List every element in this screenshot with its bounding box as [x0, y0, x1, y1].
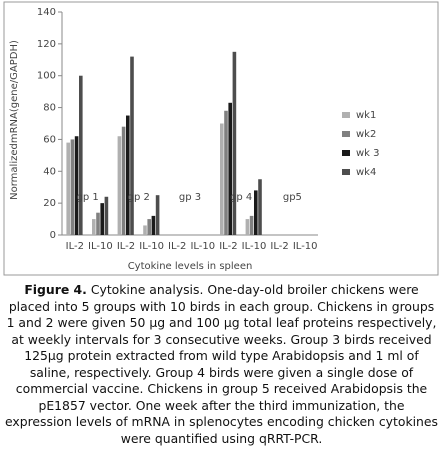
bar: [224, 110, 228, 235]
legend-swatch: [342, 169, 350, 175]
bar: [258, 179, 262, 235]
legend-label: wk 3: [356, 148, 380, 159]
bar: [130, 56, 134, 235]
x-tick-label: IL-10: [242, 241, 267, 252]
bar: [147, 219, 151, 235]
x-tick-label: IL-2: [219, 241, 237, 252]
y-axis-title: NormalizedmRNA(gene/GAPDH): [9, 40, 20, 200]
x-tick-label: IL-10: [293, 241, 318, 252]
group-label: gp 2: [128, 192, 150, 203]
chart: NormalizedmRNA(gene/GAPDH) Cytokine leve…: [3, 1, 439, 276]
legend-swatch: [342, 131, 350, 137]
bar: [220, 123, 224, 235]
caption: Figure 4. Cytokine analysis. One-day-old…: [5, 282, 438, 447]
bar: [121, 126, 126, 235]
x-tick-label: IL-2: [66, 241, 84, 252]
group-label: gp 1: [76, 192, 98, 203]
chart-frame: [3, 1, 439, 276]
x-tick-label: IL-2: [168, 241, 186, 252]
bar: [74, 136, 79, 235]
y-tick-label: 120: [37, 39, 56, 50]
x-tick-label: IL-2: [270, 241, 288, 252]
bar: [249, 215, 254, 235]
caption-label: Figure 4.: [24, 282, 87, 297]
caption-text: Cytokine analysis. One-day-old broiler c…: [5, 282, 438, 446]
bar: [100, 203, 104, 235]
y-tick-label: 0: [50, 230, 56, 241]
bar: [151, 215, 156, 235]
bar: [96, 212, 100, 235]
bar: [228, 102, 232, 236]
bar: [66, 142, 70, 235]
bar: [79, 75, 83, 235]
legend-swatch: [342, 112, 350, 118]
group-label: gp 3: [179, 192, 201, 203]
y-tick-label: 20: [43, 198, 56, 209]
x-tick-label: IL-10: [139, 241, 164, 252]
y-tick-label: 80: [43, 103, 56, 114]
bar: [92, 219, 96, 235]
y-tick-label: 60: [43, 134, 56, 145]
y-tick-label: 40: [43, 166, 56, 177]
x-axis-title: Cytokine levels in spleen: [128, 261, 253, 272]
y-tick-label: 140: [37, 7, 56, 18]
group-label: gp 4: [230, 192, 252, 203]
bar: [117, 136, 122, 235]
legend-label: wk2: [356, 129, 376, 140]
bar: [155, 195, 160, 235]
y-tick-label: 100: [37, 71, 56, 82]
bar: [254, 190, 258, 235]
x-tick-label: IL-10: [88, 241, 113, 252]
bar: [104, 196, 109, 235]
bar: [245, 219, 250, 235]
bar: [232, 51, 237, 236]
legend-label: wk1: [356, 110, 376, 121]
legend-swatch: [342, 150, 350, 156]
group-label: gp5: [283, 192, 302, 203]
bar: [126, 115, 130, 235]
bar: [70, 139, 75, 235]
x-tick-label: IL-10: [190, 241, 215, 252]
bar: [143, 225, 147, 235]
legend-label: wk4: [356, 167, 376, 178]
x-tick-label: IL-2: [117, 241, 135, 252]
